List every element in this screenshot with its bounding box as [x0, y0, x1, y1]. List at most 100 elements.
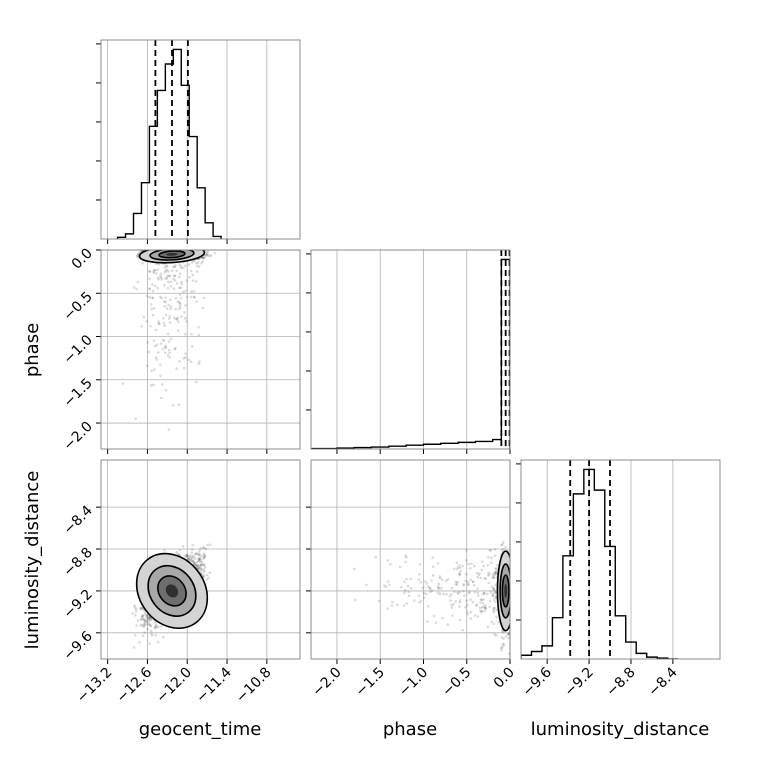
sample-point [445, 593, 448, 596]
sample-point [502, 637, 505, 641]
sample-point [404, 560, 407, 564]
sample-point [192, 290, 196, 293]
sample-point [134, 610, 138, 613]
sample-point [438, 575, 442, 578]
sample-point [146, 364, 149, 368]
sample-point [500, 646, 504, 650]
sample-point [136, 254, 140, 258]
sample-point [179, 286, 183, 289]
sample-point [162, 300, 166, 303]
sample-point [493, 571, 497, 575]
sample-point [175, 269, 179, 273]
sample-point [494, 583, 497, 587]
sample-point [492, 606, 496, 610]
sample-point [492, 622, 496, 626]
sample-point [177, 275, 181, 279]
sample-point [169, 284, 173, 288]
sample-point [464, 605, 467, 609]
sample-point [490, 556, 493, 560]
sample-point [187, 557, 191, 561]
sample-point [196, 559, 200, 563]
sample-point [149, 618, 152, 621]
sample-point [157, 322, 161, 325]
sample-point [174, 347, 177, 350]
sample-point [454, 600, 458, 603]
sample-point [153, 268, 157, 272]
xlabel-luminosity-distance: luminosity_distance [531, 719, 710, 740]
sample-point [152, 270, 155, 273]
sample-point [195, 564, 199, 568]
sample-point [455, 582, 458, 586]
sample-point [148, 270, 152, 273]
sample-point [182, 290, 185, 294]
sample-point [389, 563, 392, 566]
sample-point [140, 618, 144, 621]
sample-point [198, 549, 201, 553]
density-fill [165, 584, 179, 598]
sample-point [206, 543, 210, 547]
sample-point [491, 594, 495, 597]
sample-point [494, 566, 498, 570]
sample-point [168, 315, 171, 318]
sample-point [145, 294, 149, 298]
sample-point [479, 576, 483, 580]
sample-point [148, 287, 151, 290]
sample-point [133, 613, 137, 617]
sample-point [156, 640, 160, 644]
sample-point [159, 272, 163, 276]
sample-point [178, 305, 182, 309]
sample-point [387, 583, 391, 587]
sample-point [462, 589, 465, 593]
contour-line [158, 250, 186, 259]
y-tick-label: −1.0 [60, 332, 95, 367]
sample-point [492, 587, 496, 591]
sample-point [409, 577, 412, 581]
sample-point [417, 572, 421, 576]
sample-point [436, 562, 440, 565]
sample-point [167, 270, 170, 273]
sample-point [190, 345, 194, 348]
sample-point [487, 571, 490, 575]
sample-point [199, 557, 202, 560]
sample-point [405, 577, 408, 581]
sample-point [132, 604, 136, 607]
sample-point [185, 295, 189, 299]
sample-point [140, 325, 143, 328]
sample-point [406, 584, 410, 588]
sample-point [434, 621, 438, 624]
sample-point [402, 604, 406, 607]
sample-point [195, 552, 198, 556]
sample-point [166, 274, 169, 278]
sample-point [184, 356, 187, 359]
sample-point [508, 652, 510, 656]
sample-point [163, 271, 167, 274]
sample-point [458, 572, 461, 576]
sample-point [188, 554, 192, 558]
x-tick-label: −10.8 [233, 665, 275, 707]
sample-point [156, 286, 160, 290]
sample-point [206, 254, 210, 257]
panel-geocent_time_vs_phase: −2.0 −1.5 −1.0 −0.5 0.0 [60, 246, 301, 454]
sample-point [196, 563, 199, 567]
sample-point [417, 578, 421, 581]
sample-point [189, 557, 193, 561]
sample-point [163, 351, 167, 355]
sample-point [167, 317, 171, 321]
sample-point [469, 598, 473, 601]
sample-point [486, 563, 489, 567]
sample-point [405, 556, 408, 559]
sample-point [488, 548, 491, 552]
sample-point [384, 585, 388, 589]
sample-point [135, 624, 138, 627]
sample-point [390, 600, 394, 604]
sample-point [133, 606, 137, 609]
sample-point [177, 403, 181, 406]
sample-point [151, 289, 155, 293]
sample-point [202, 563, 206, 567]
sample-point [386, 559, 390, 562]
sample-point [150, 369, 154, 373]
sample-point [197, 333, 201, 337]
sample-point [475, 571, 479, 575]
sample-point [430, 579, 433, 582]
sample-point [205, 253, 208, 257]
